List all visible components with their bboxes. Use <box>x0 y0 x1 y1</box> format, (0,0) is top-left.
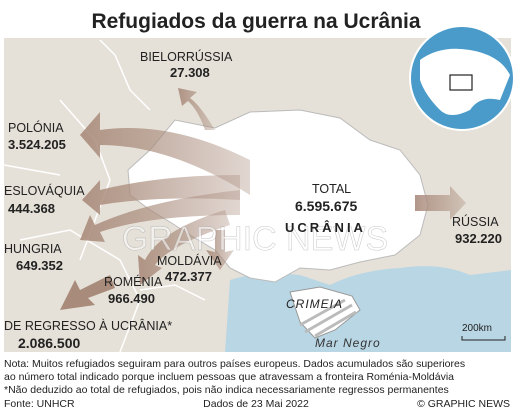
source: Fonte: UNHCR <box>4 398 75 410</box>
globe-land <box>420 48 510 115</box>
note: Nota: Muitos refugiados seguiram para ou… <box>4 358 465 370</box>
country-name: BIELORRÚSSIA <box>140 49 233 64</box>
country-name: MOLDÁVIA <box>157 253 222 268</box>
globe-locator <box>449 74 473 91</box>
country-value: 444.368 <box>8 201 55 216</box>
flow-arrow <box>206 230 234 270</box>
flow-arrow <box>415 186 466 220</box>
total-value: 6.595.675 <box>295 198 357 214</box>
country-value: 27.308 <box>170 65 210 80</box>
credit: © GRAPHIC NEWS <box>417 398 510 410</box>
note: *Não deduzido ao total de refugiados, po… <box>4 384 449 396</box>
flow-arrow <box>138 210 230 285</box>
returned-value: 2.086.500 <box>18 335 80 351</box>
flow-arrow <box>80 112 250 195</box>
title: Refugiados da guerra na Ucrânia <box>91 10 420 33</box>
flow-arrow <box>178 88 215 130</box>
country-value: 649.352 <box>16 258 63 273</box>
note: ao número total indicado porque incluem … <box>4 371 454 383</box>
flow-arrow <box>80 190 240 242</box>
country-value: 932.220 <box>455 231 502 246</box>
country-name: POLÓNIA <box>8 120 64 135</box>
country-name: ESLOVÁQUIA <box>4 183 85 198</box>
ukraine-label: UCRÂNIA <box>285 220 366 235</box>
sea-label: Mar Negro <box>315 336 381 350</box>
country-name: ROMÉNIA <box>104 274 163 289</box>
total-label: TOTAL <box>312 182 351 196</box>
country-value: 472.377 <box>165 269 212 284</box>
watermark: GRAPHIC NEWS <box>122 220 388 258</box>
scale-bar <box>461 336 506 341</box>
flow-arrow <box>82 175 240 215</box>
return-arrow <box>60 275 115 310</box>
date: Dados de 23 Mai 2022 <box>203 398 309 410</box>
returned-label: DE REGRESSO À UCRÂNIA* <box>4 318 172 333</box>
country-name: RÚSSIA <box>452 214 499 229</box>
country-name: HUNGRIA <box>4 242 62 256</box>
crimea-label: CRIMEIA <box>286 297 343 311</box>
scale-label: 200km <box>462 323 492 334</box>
sea <box>225 266 511 352</box>
country-value: 3.524.205 <box>8 137 66 152</box>
borders <box>3 39 206 353</box>
crimea-hatch <box>299 298 357 338</box>
country-value: 966.490 <box>108 291 155 306</box>
